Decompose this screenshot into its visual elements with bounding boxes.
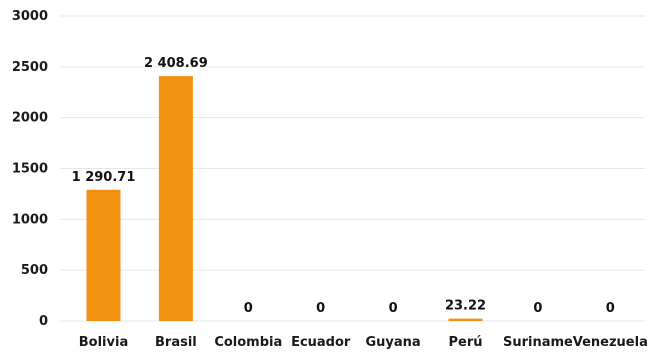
bar [86,189,121,321]
data-label: 0 [606,301,615,316]
x-axis-categories: Bolivia Brasil Colombia Ecuador Guyana Perú Su… [79,335,648,350]
y-axis-ticks: 0 500 1000 1500 2000 2500 3000 [12,9,48,329]
data-label: 0 [316,301,325,316]
data-label: 2 408.69 [144,56,208,71]
data-label: 1 290.71 [72,170,136,185]
bar [158,76,193,321]
bars [86,76,483,321]
y-tick-label: 2500 [12,60,48,75]
x-tick-label: Perú [448,335,482,350]
x-tick-label: Guyana [365,335,420,350]
y-tick-label: 0 [39,314,48,329]
x-tick-label: Ecuador [291,335,351,350]
x-tick-label: Colombia [214,335,282,350]
bar [448,318,483,321]
x-tick-label: Suriname [503,335,573,350]
data-label: 23.22 [445,299,486,314]
y-tick-label: 3000 [12,9,48,24]
y-tick-label: 2000 [12,111,48,126]
y-tick-label: 1000 [12,212,48,227]
data-labels: 1 290.71 2 408.69 0 0 0 23.22 0 0 [72,56,615,316]
x-tick-label: Venezuela [573,335,648,350]
x-tick-label: Brasil [155,335,197,350]
data-label: 0 [244,301,253,316]
data-label: 0 [389,301,398,316]
gridlines [60,15,645,322]
y-tick-label: 1500 [12,162,48,177]
y-tick-label: 500 [21,263,48,278]
x-tick-label: Bolivia [79,335,128,350]
data-label: 0 [533,301,542,316]
